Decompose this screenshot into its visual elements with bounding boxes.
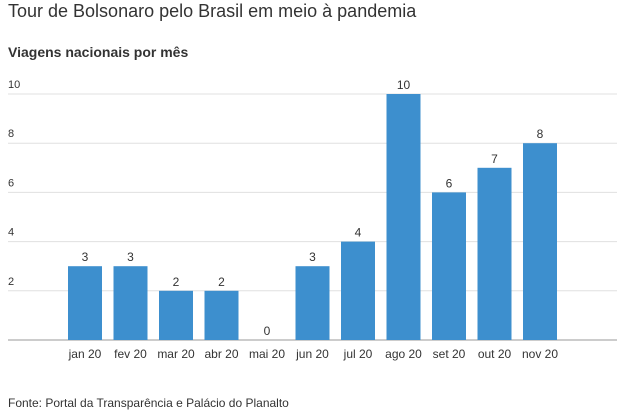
bar xyxy=(386,94,421,340)
data-label: 2 xyxy=(218,275,225,289)
bar xyxy=(204,290,239,340)
x-tick-label: set 20 xyxy=(433,347,466,361)
x-tick-label: mar 20 xyxy=(157,347,195,361)
bar xyxy=(341,241,375,340)
bar xyxy=(68,266,102,340)
x-tick-label: nov 20 xyxy=(522,347,558,361)
data-label: 3 xyxy=(82,250,89,264)
x-tick-label: fev 20 xyxy=(114,347,147,361)
x-tick-label: abr 20 xyxy=(204,347,238,361)
data-label: 10 xyxy=(397,78,411,92)
data-label: 3 xyxy=(309,250,316,264)
bar xyxy=(477,167,512,340)
y-tick-label: 10 xyxy=(8,79,20,91)
y-tick-label: 2 xyxy=(8,276,14,288)
data-label: 2 xyxy=(173,275,180,289)
data-label: 0 xyxy=(264,324,271,338)
y-tick-label: 8 xyxy=(8,128,14,140)
x-tick-label: jan 20 xyxy=(68,347,102,361)
x-tick-label: jul 20 xyxy=(343,347,373,361)
bar xyxy=(295,266,330,340)
data-label: 3 xyxy=(127,250,134,264)
data-label: 8 xyxy=(537,127,544,141)
x-tick-label: mai 20 xyxy=(249,347,285,361)
data-label: 6 xyxy=(446,176,453,190)
source-note: Fonte: Portal da Transparência e Palácio… xyxy=(8,396,289,410)
bar xyxy=(159,290,193,340)
data-label: 7 xyxy=(491,152,498,166)
x-tick-label: jun 20 xyxy=(295,347,329,361)
x-tick-label: ago 20 xyxy=(385,347,422,361)
y-tick-label: 6 xyxy=(8,177,14,189)
chart-subtitle: Viagens nacionais por mês xyxy=(8,44,189,60)
bar xyxy=(113,266,148,340)
data-label: 4 xyxy=(355,226,362,240)
bar xyxy=(432,192,466,340)
bar xyxy=(523,143,557,340)
x-tick-label: out 20 xyxy=(478,347,512,361)
chart-title: Tour de Bolsonaro pelo Brasil em meio à … xyxy=(8,1,417,21)
y-tick-label: 4 xyxy=(8,227,14,239)
